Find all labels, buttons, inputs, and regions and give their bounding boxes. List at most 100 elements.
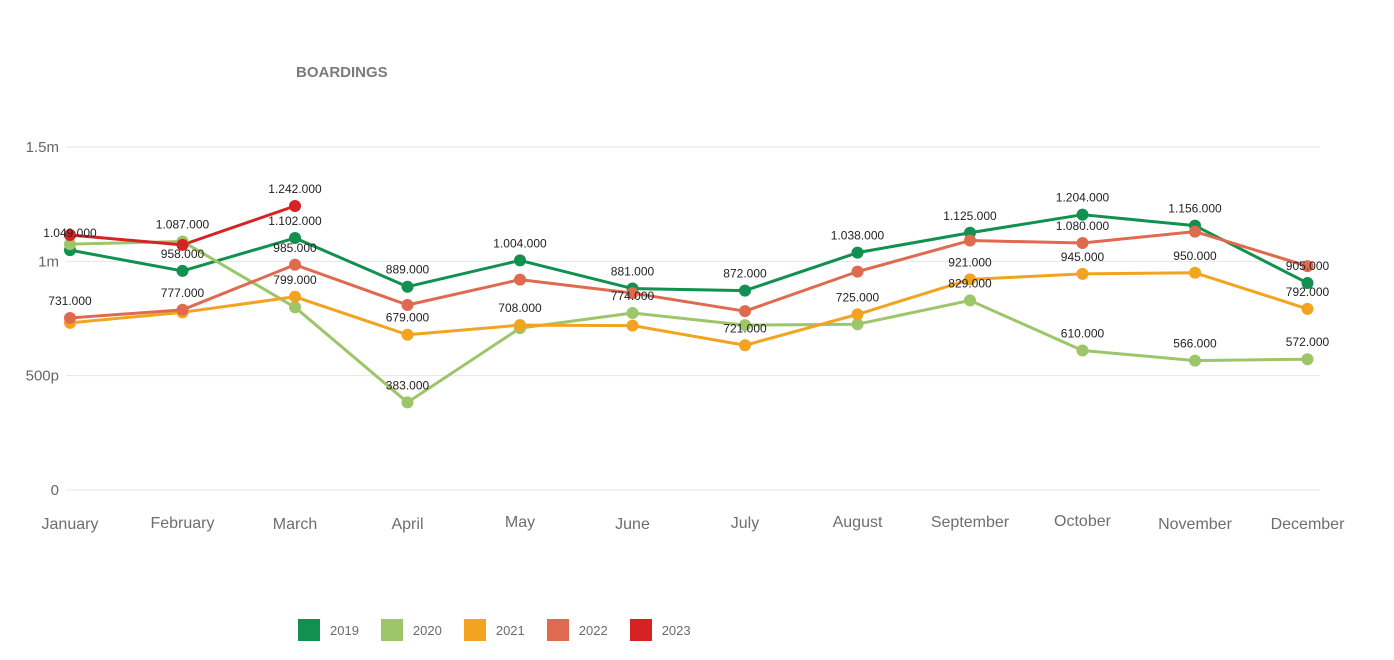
x-tick-label: February: [150, 515, 214, 532]
data-point-2022: [626, 287, 639, 300]
data-point-2019: [1301, 277, 1314, 290]
x-tick-label: July: [731, 515, 759, 532]
chart-title: BOARDINGS: [296, 64, 388, 81]
data-label: 708.000: [498, 301, 542, 315]
data-label: 950.000: [1173, 249, 1217, 263]
data-point-2021: [1189, 266, 1201, 279]
data-point-2019: [851, 246, 864, 259]
legend-item-2023[interactable]: 2023: [629, 619, 691, 641]
data-label: 881.000: [611, 265, 655, 279]
legend-item-2020[interactable]: 2020: [380, 619, 442, 641]
data-label: 1.004.000: [493, 236, 547, 250]
data-point-2020: [964, 294, 976, 307]
x-tick-label: April: [391, 516, 423, 533]
data-label: 566.000: [1173, 337, 1217, 351]
y-tick-label: 500p: [26, 368, 59, 385]
data-label: 1.038.000: [831, 229, 885, 243]
data-point-2021: [289, 290, 301, 303]
data-point-2021: [626, 319, 639, 332]
data-point-2019: [739, 284, 751, 297]
data-label: 905.000: [1286, 259, 1330, 273]
data-label: 792.000: [1286, 285, 1330, 299]
data-label: 721.000: [723, 321, 767, 335]
data-point-2019: [401, 280, 414, 293]
y-tick-label: 0: [51, 482, 59, 499]
data-point-2020: [401, 396, 414, 409]
data-label: 958.000: [161, 247, 205, 261]
x-tick-label: September: [931, 514, 1010, 531]
data-label: 1.125.000: [943, 209, 997, 223]
data-label: 872.000: [723, 267, 767, 281]
x-tick-label: January: [42, 516, 99, 533]
data-label: 829.000: [948, 276, 992, 290]
data-point-2022: [1076, 237, 1089, 250]
x-tick-label: May: [505, 514, 535, 531]
y-tick-label: 1.5m: [26, 139, 59, 156]
legend-swatch: [463, 619, 486, 641]
data-point-2023: [64, 229, 76, 242]
legend-swatch: [629, 619, 652, 641]
data-label: 1.242.000: [268, 182, 322, 196]
data-label: 921.000: [948, 255, 992, 269]
x-tick-label: March: [273, 516, 317, 533]
data-point-2020: [739, 319, 751, 332]
data-point-2020: [64, 238, 76, 251]
data-point-2022: [1189, 225, 1201, 238]
x-tick-label: October: [1054, 513, 1112, 530]
data-point-2019: [1076, 208, 1089, 221]
x-tick-label: November: [1158, 516, 1232, 533]
data-point-2021: [1301, 302, 1314, 315]
data-label: 572.000: [1286, 335, 1330, 349]
legend: 2019 2020 2021 2022 2023: [298, 619, 713, 641]
data-point-2020: [1301, 353, 1314, 366]
data-label: 1.156.000: [1168, 202, 1222, 216]
data-point-2020: [289, 301, 301, 314]
data-label: 1.049.000: [43, 226, 97, 240]
series-line-2021: [68, 271, 1309, 347]
data-point-2021: [739, 339, 751, 352]
data-point-2020: [851, 318, 864, 331]
data-point-2022: [289, 258, 301, 271]
x-tick-label: December: [1271, 516, 1345, 533]
data-point-2021: [514, 319, 526, 332]
legend-swatch: [546, 619, 569, 641]
data-point-2019: [289, 232, 301, 245]
legend-item-2019[interactable]: 2019: [298, 619, 359, 641]
data-label: 985.000: [273, 241, 317, 255]
data-label: 1.080.000: [1056, 219, 1110, 233]
x-tick-label: June: [615, 516, 650, 533]
data-point-2021: [401, 328, 414, 341]
data-point-2022: [64, 312, 76, 325]
data-point-2022: [964, 234, 976, 247]
data-label: 610.000: [1061, 327, 1105, 341]
legend-label: 2023: [661, 622, 691, 638]
data-point-2019: [514, 254, 526, 267]
data-label: 1.204.000: [1056, 191, 1110, 205]
legend-swatch: [380, 619, 403, 641]
data-label: 1.087.000: [156, 217, 210, 231]
data-point-2022: [1301, 260, 1314, 273]
legend-label: 2022: [578, 622, 608, 638]
legend-item-2021[interactable]: 2021: [463, 619, 525, 641]
y-tick-label: 1m: [38, 253, 59, 270]
legend-label: 2020: [412, 622, 442, 638]
data-point-2022: [401, 299, 414, 312]
data-label: 725.000: [836, 290, 880, 304]
legend-label: 2021: [495, 622, 525, 638]
legend-swatch: [298, 619, 320, 641]
data-point-2020: [626, 307, 639, 320]
data-point-2021: [1076, 267, 1089, 280]
data-point-2020: [1189, 354, 1201, 367]
data-label: 799.000: [273, 273, 317, 287]
legend-item-2022[interactable]: 2022: [546, 619, 608, 641]
x-tick-label: August: [833, 514, 883, 531]
data-point-2022: [176, 303, 189, 316]
data-point-2022: [514, 273, 526, 286]
data-point-2022: [851, 265, 864, 278]
series-line-2019: [68, 213, 1309, 293]
data-label: 777.000: [161, 286, 205, 300]
data-point-2022: [739, 305, 751, 318]
data-label: 889.000: [386, 263, 430, 277]
